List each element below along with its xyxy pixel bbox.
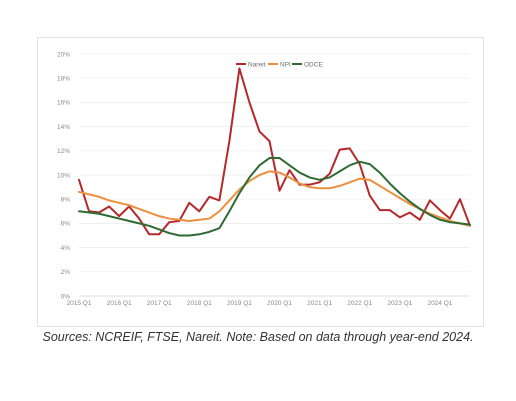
y-tick-label: 4% <box>61 245 71 252</box>
legend-label-odce: ODCE <box>304 61 323 68</box>
x-tick-label: 2021 Q1 <box>307 300 332 307</box>
y-tick-label: 12% <box>57 148 70 155</box>
y-tick-label: 2% <box>61 269 71 276</box>
series-line-odce <box>78 157 471 237</box>
legend-label-npi: NPI <box>280 61 291 68</box>
y-tick-label: 6% <box>61 221 71 228</box>
series-line-npi <box>78 170 471 227</box>
y-tick-label: 8% <box>61 197 71 204</box>
legend-label-nareit: Nareit <box>248 61 266 68</box>
x-tick-label: 2022 Q1 <box>347 300 372 307</box>
series-line-nareit <box>78 67 471 236</box>
x-tick-label: 2016 Q1 <box>107 300 132 307</box>
x-tick-label: 2019 Q1 <box>227 300 252 307</box>
x-tick-label: 2018 Q1 <box>187 300 212 307</box>
x-tick-label: 2015 Q1 <box>67 300 92 307</box>
y-tick-label: 14% <box>57 124 70 131</box>
y-tick-label: 20% <box>57 51 70 58</box>
y-tick-label: 0% <box>61 293 71 300</box>
x-tick-label: 2023 Q1 <box>387 300 412 307</box>
x-tick-label: 2017 Q1 <box>147 300 172 307</box>
chart-frame <box>37 37 484 327</box>
y-tick-label: 18% <box>57 76 70 83</box>
source-caption: Sources: NCREIF, FTSE, Nareit. Note: Bas… <box>42 330 474 344</box>
y-tick-label: 16% <box>57 100 70 107</box>
x-tick-label: 2024 Q1 <box>427 300 452 307</box>
y-tick-label: 10% <box>57 172 70 179</box>
x-tick-label: 2020 Q1 <box>267 300 292 307</box>
